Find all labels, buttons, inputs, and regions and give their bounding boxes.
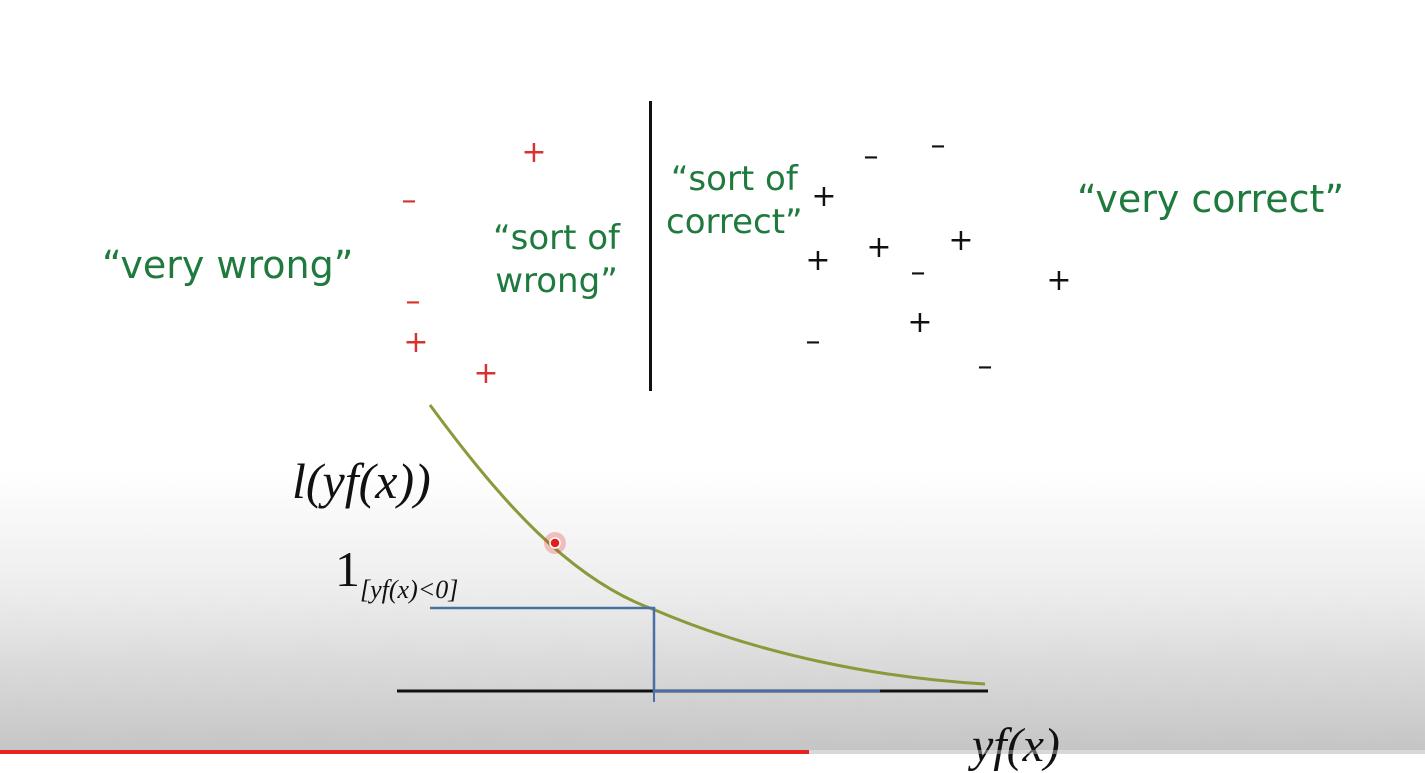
pointer-dot	[549, 537, 561, 549]
loss-plot	[397, 404, 988, 702]
red-minus-point: –	[401, 183, 417, 218]
black-minus-point: –	[910, 255, 926, 290]
black-minus-point: –	[805, 324, 821, 359]
red-minus-point: –	[405, 284, 421, 319]
decision-boundary-line	[649, 101, 652, 391]
red-plus-point: +	[521, 135, 547, 170]
loss-curve	[428, 404, 986, 686]
label-sort-of-correct: “sort of correct”	[666, 158, 803, 243]
label-sort-of-wrong: “sort of wrong”	[493, 217, 620, 302]
label-very-correct: “very correct”	[1077, 177, 1345, 221]
label-sort-of-wrong-line1: “sort of	[493, 218, 621, 258]
video-progress-bar[interactable]	[0, 750, 1425, 754]
label-sort-of-correct-line2: correct”	[666, 201, 803, 242]
black-plus-point: +	[866, 230, 892, 265]
red-plus-point: +	[473, 356, 499, 391]
black-minus-point: –	[863, 139, 879, 174]
indicator-main: 1	[335, 541, 360, 597]
black-plus-point: +	[805, 243, 831, 278]
loss-function-label: l(yf(x))	[292, 453, 431, 509]
x-axis-label: yf(x)	[972, 719, 1060, 772]
red-plus-point: +	[403, 325, 429, 360]
black-plus-point: +	[811, 179, 837, 214]
video-progress-fill	[0, 750, 810, 754]
label-sort-of-correct-line1: “sort of	[670, 159, 798, 199]
black-plus-point: +	[907, 305, 933, 340]
zero-one-loss-step	[430, 606, 880, 693]
black-plus-point: +	[1046, 263, 1072, 298]
black-minus-point: –	[930, 128, 946, 163]
indicator-subscript: [yf(x)<0]	[360, 575, 459, 604]
black-minus-point: –	[977, 349, 993, 384]
black-plus-point: +	[948, 223, 974, 258]
indicator-label: 1[yf(x)<0]	[335, 540, 458, 604]
label-sort-of-wrong-line2: wrong”	[495, 260, 618, 301]
label-very-wrong: “very wrong”	[102, 243, 354, 287]
